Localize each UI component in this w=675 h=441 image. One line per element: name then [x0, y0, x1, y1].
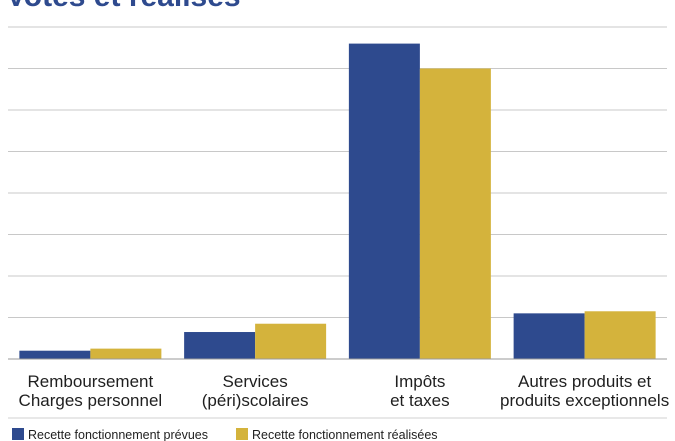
- bar-prevues-0: [19, 350, 91, 359]
- category-label-line: Services: [223, 372, 288, 391]
- bar-prevues-2: [348, 43, 420, 359]
- category-label: Autres produits et produits exceptionnels: [500, 372, 669, 410]
- legend: Recette fonctionnement prévues Recette fo…: [12, 428, 438, 441]
- legend-swatch: [12, 428, 24, 440]
- legend-swatch: [236, 428, 248, 440]
- legend-label: Recette fonctionnement réalisées: [252, 428, 438, 441]
- category-label: Services (péri)scolaires: [202, 372, 309, 410]
- legend-label: Recette fonctionnement prévues: [28, 428, 208, 441]
- category-label-line: Autres produits et: [518, 372, 652, 391]
- bar-prevues-3: [513, 313, 585, 359]
- bars: [19, 43, 656, 359]
- bar-realisees-2: [419, 68, 491, 359]
- category-label-line: et taxes: [390, 391, 450, 410]
- category-label: Remboursement Charges personnel: [19, 372, 163, 410]
- bar-realisees-0: [90, 348, 162, 359]
- category-label: Impôts et taxes: [390, 372, 450, 410]
- category-label-line: Remboursement: [28, 372, 154, 391]
- bar-prevues-1: [184, 332, 256, 359]
- bar-realisees-1: [255, 323, 327, 359]
- gridlines: [8, 26, 667, 318]
- category-labels: Remboursement Charges personnel Services (p…: [19, 372, 670, 410]
- bar-realisees-3: [584, 311, 656, 359]
- category-label-line: produits exceptionnels: [500, 391, 669, 410]
- category-label-line: Impôts: [394, 372, 445, 391]
- category-label-line: Charges personnel: [19, 391, 163, 410]
- chart-title-fragment: Votes et réalisés: [6, 0, 241, 13]
- category-label-line: (péri)scolaires: [202, 391, 309, 410]
